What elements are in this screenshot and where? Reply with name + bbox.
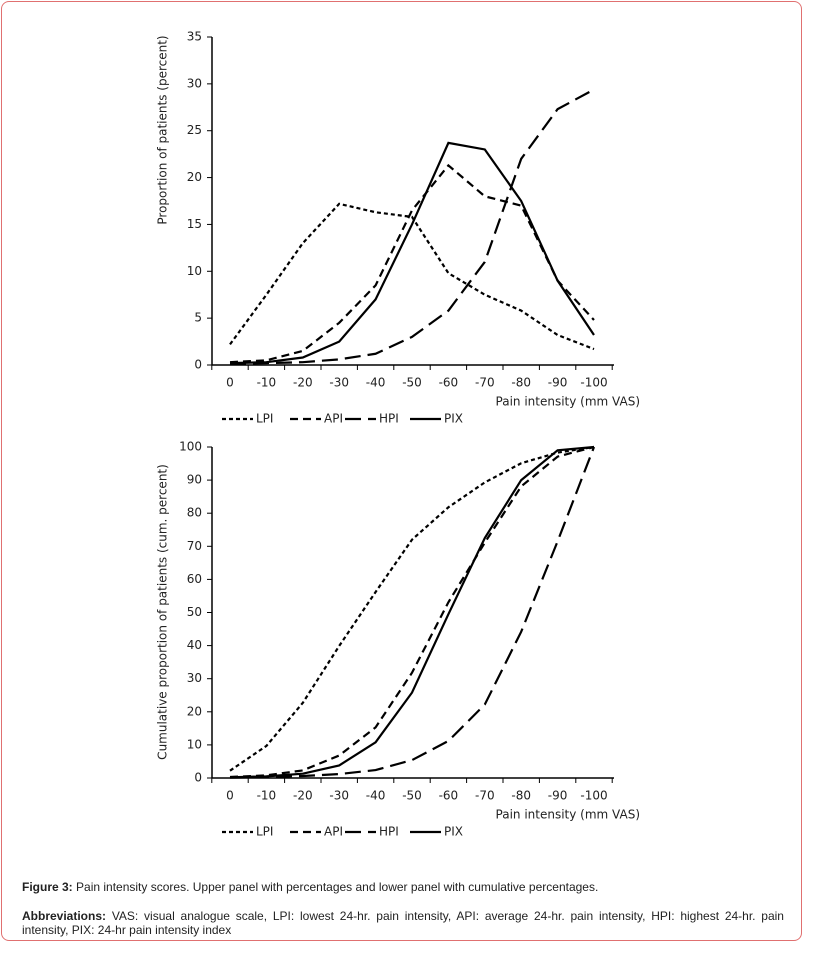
frame — [1, 1, 802, 941]
x-tick-label: -30 — [329, 376, 349, 390]
legend-label: LPI — [256, 412, 273, 426]
line — [229, 141, 595, 365]
caption-label: Figure 3: — [22, 880, 73, 894]
x-tick-label: -100 — [580, 789, 607, 803]
caption: Figure 3: Pain intensity scores. Upper p… — [22, 880, 784, 894]
legend-label: PIX — [444, 412, 463, 426]
x-tick-label: -80 — [511, 376, 531, 390]
x-axis-title: Pain intensity (mm VAS) — [496, 808, 640, 822]
y-tick-label: 0 — [194, 358, 202, 372]
y-tick-label: 80 — [187, 506, 202, 520]
x-tick-label: -60 — [439, 789, 459, 803]
y-tick-label: 30 — [187, 671, 202, 685]
legend-label: API — [324, 412, 343, 426]
abbreviations-text: VAS: visual analogue scale, LPI: lowest … — [22, 909, 784, 937]
y-axis-title: Cumulative proportion of patients (cum. … — [156, 464, 170, 760]
x-tick-label: 0 — [226, 789, 234, 803]
legend-label: HPI — [379, 825, 399, 839]
y-tick-label: 35 — [187, 30, 202, 44]
x-axis-title: Pain intensity (mm VAS) — [496, 395, 640, 409]
x-tick-label: -50 — [402, 789, 422, 803]
line — [229, 446, 596, 779]
y-tick-label: 0 — [194, 771, 202, 785]
x-tick-label: -70 — [475, 376, 495, 390]
y-tick-label: 10 — [187, 264, 202, 278]
line — [229, 445, 595, 779]
y-tick-label: 20 — [187, 170, 202, 184]
line — [229, 163, 595, 364]
y-tick-label: 25 — [187, 123, 202, 137]
legend-label: PIX — [444, 825, 463, 839]
abbreviations: Abbreviations: VAS: visual analogue scal… — [22, 909, 784, 937]
x-tick-label: -40 — [366, 789, 386, 803]
line — [229, 445, 595, 779]
x-tick-label: -90 — [548, 376, 568, 390]
x-tick-label: -10 — [257, 376, 277, 390]
y-tick-label: 60 — [187, 572, 202, 586]
y-tick-label: 20 — [187, 704, 202, 718]
x-tick-label: 0 — [226, 376, 234, 390]
x-tick-label: -20 — [293, 376, 313, 390]
legend-label: LPI — [256, 825, 273, 839]
y-tick-label: 50 — [187, 605, 202, 619]
y-tick-label: 100 — [179, 440, 202, 454]
y-tick-label: 90 — [187, 473, 202, 487]
line — [229, 445, 595, 772]
x-tick-label: -20 — [293, 789, 313, 803]
charts: 0 5 10 15 20 25 30 35 0 -10 -20 -30 -40 -50 -60 -70 -80 -… — [156, 30, 641, 839]
line — [229, 88, 595, 366]
legend-label: HPI — [379, 412, 399, 426]
y-tick-label: 30 — [187, 76, 202, 90]
legend-label: API — [324, 825, 343, 839]
x-tick-label: -50 — [402, 376, 422, 390]
x-tick-label: -90 — [548, 789, 568, 803]
x-tick-label: -80 — [511, 789, 531, 803]
x-tick-label: -70 — [475, 789, 495, 803]
x-tick-label: -10 — [257, 789, 277, 803]
y-tick-label: 5 — [194, 311, 202, 325]
y-tick-label: 40 — [187, 638, 202, 652]
abbreviations-label: Abbreviations: — [22, 909, 107, 923]
y-tick-label: 10 — [187, 737, 202, 751]
x-tick-label: -40 — [366, 376, 386, 390]
x-tick-label: -60 — [439, 376, 459, 390]
x-tick-label: -100 — [580, 376, 607, 390]
y-tick-label: 70 — [187, 539, 202, 553]
line — [229, 202, 595, 351]
y-tick-label: 15 — [187, 217, 202, 231]
x-tick-label: -30 — [329, 789, 349, 803]
caption-text: Pain intensity scores. Upper panel with … — [76, 880, 599, 894]
y-axis-title: Proportion of patients (percent) — [156, 35, 170, 224]
